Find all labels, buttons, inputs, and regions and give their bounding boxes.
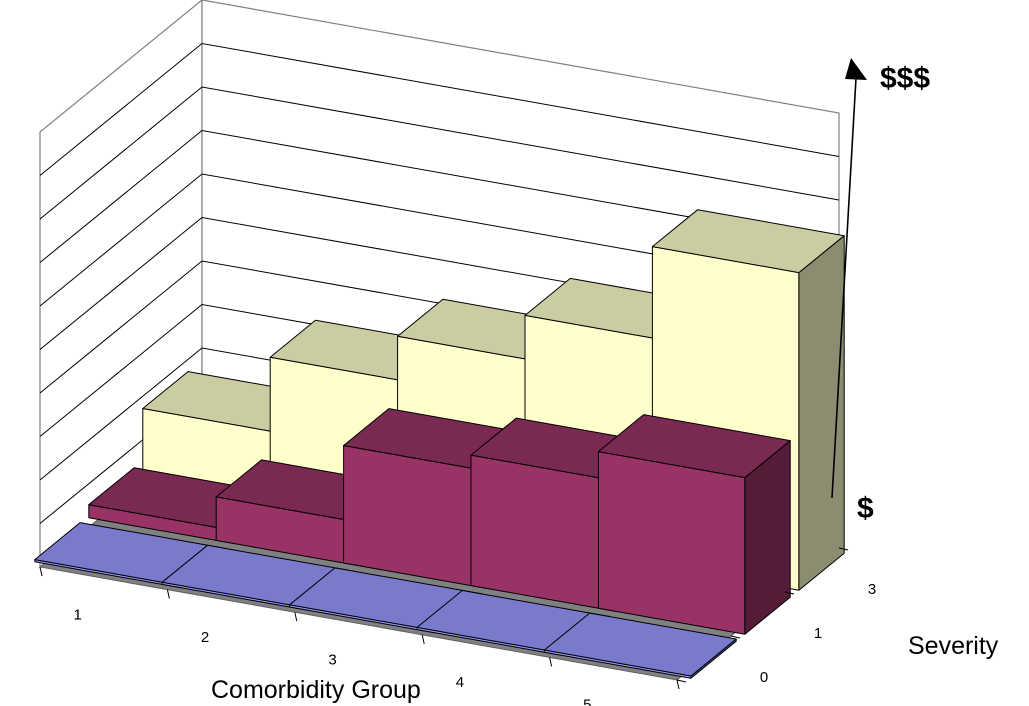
z-tick-mark: [784, 591, 795, 595]
gridline: [39, 173, 840, 307]
gridline: [39, 86, 840, 220]
x-tick-label: 3: [328, 652, 336, 669]
x-tick-mark: [676, 679, 680, 690]
z-tick-mark: [838, 547, 849, 551]
z-tick-label: 0: [760, 669, 768, 686]
x-axis-title: Comorbidity Group: [211, 676, 421, 704]
z-tick-label: 1: [814, 625, 822, 642]
bar-front-face: [470, 454, 618, 613]
arrow-up-icon: [845, 58, 867, 80]
cost-arrow-line: [831, 77, 857, 499]
x-tick-mark: [549, 657, 553, 667]
gridline: [39, 42, 840, 176]
z-tick-label: 3: [868, 581, 876, 598]
x-tick-mark: [166, 589, 170, 599]
z-tick-mark: [730, 635, 741, 639]
bars: [34, 209, 845, 679]
cost-high-label: $$$: [880, 62, 930, 95]
x-tick-mark: [421, 634, 425, 644]
x-tick-mark: [39, 566, 43, 577]
bar-top-face: [597, 414, 791, 479]
bar-top-face: [651, 209, 845, 274]
x-tick-label: 1: [74, 606, 82, 623]
x-tick-label: 2: [201, 629, 209, 646]
x-tick-label: 5: [583, 697, 591, 706]
x-tick-label: 4: [456, 674, 464, 691]
gridline: [39, 129, 840, 263]
severity-axis-title: Severity: [908, 632, 999, 660]
bar-front-face: [597, 451, 746, 635]
bar-0-5: [543, 612, 737, 679]
severity-axis-ticks: 3 1 0: [676, 547, 876, 686]
bar-top-face: [543, 612, 737, 677]
z-tick-mark: [676, 679, 687, 683]
x-tick-mark: [294, 612, 298, 622]
cost-arrow: [831, 58, 867, 499]
x-axis-ticks: 1 2 3 4 5: [39, 566, 680, 706]
cost-low-label: $: [857, 492, 874, 525]
bar-1-5: [597, 414, 791, 635]
